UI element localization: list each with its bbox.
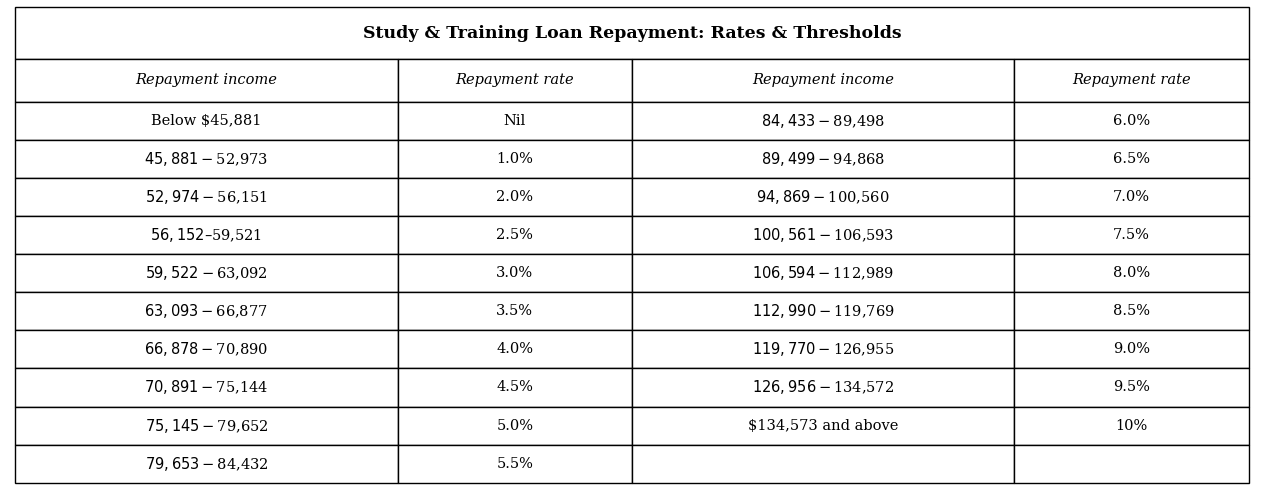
Text: $106,594 - $112,989: $106,594 - $112,989 xyxy=(752,264,894,282)
Bar xyxy=(1015,444,1249,483)
Text: $100,561 - $106,593: $100,561 - $106,593 xyxy=(752,226,895,244)
Text: $79,653 - $84,432: $79,653 - $84,432 xyxy=(144,455,268,473)
Bar xyxy=(1015,178,1249,216)
Text: Repayment income: Repayment income xyxy=(135,74,277,87)
Text: 8.0%: 8.0% xyxy=(1114,266,1150,280)
Bar xyxy=(398,216,632,254)
Text: 3.5%: 3.5% xyxy=(497,304,533,319)
Text: $84,433 - $89,498: $84,433 - $89,498 xyxy=(761,112,885,130)
Text: 7.5%: 7.5% xyxy=(1114,228,1150,242)
Text: 8.5%: 8.5% xyxy=(1114,304,1150,319)
Text: 9.5%: 9.5% xyxy=(1114,380,1150,394)
Text: 3.0%: 3.0% xyxy=(497,266,533,280)
Text: $70,891 - $75,144: $70,891 - $75,144 xyxy=(144,378,268,396)
Bar xyxy=(15,254,398,292)
Bar xyxy=(632,216,1015,254)
Text: $126,956 - $134,572: $126,956 - $134,572 xyxy=(752,378,894,396)
Bar xyxy=(632,178,1015,216)
Bar xyxy=(398,59,632,102)
Text: $56,152 – $59,521: $56,152 – $59,521 xyxy=(150,226,263,244)
Text: 2.0%: 2.0% xyxy=(497,190,533,204)
Text: $75,145 - $79,652: $75,145 - $79,652 xyxy=(144,416,268,435)
Bar xyxy=(632,407,1015,444)
Text: $52,974 - $56,151: $52,974 - $56,151 xyxy=(145,188,268,206)
Bar xyxy=(398,178,632,216)
Bar xyxy=(15,368,398,407)
Bar xyxy=(398,102,632,140)
Bar xyxy=(632,140,1015,178)
Bar xyxy=(15,330,398,368)
Text: $89,499 - $94,868: $89,499 - $94,868 xyxy=(761,150,885,168)
Bar xyxy=(632,254,1015,292)
Bar xyxy=(398,140,632,178)
Bar xyxy=(1015,330,1249,368)
Bar xyxy=(1015,254,1249,292)
Text: 6.5%: 6.5% xyxy=(1114,152,1150,166)
Bar xyxy=(632,292,1015,330)
Bar xyxy=(1015,140,1249,178)
Text: $63,093 - $66,877: $63,093 - $66,877 xyxy=(144,302,268,320)
Bar xyxy=(632,102,1015,140)
Text: 5.0%: 5.0% xyxy=(497,418,533,433)
Bar xyxy=(15,140,398,178)
Text: $66,878 - $70,890: $66,878 - $70,890 xyxy=(144,341,268,358)
Bar xyxy=(398,330,632,368)
Bar xyxy=(632,444,1015,483)
Bar xyxy=(15,292,398,330)
Text: $119,770 - $126,955: $119,770 - $126,955 xyxy=(752,341,895,358)
Text: $59,522 - $63,092: $59,522 - $63,092 xyxy=(145,264,268,282)
Bar xyxy=(15,178,398,216)
Text: 5.5%: 5.5% xyxy=(497,457,533,470)
Text: 7.0%: 7.0% xyxy=(1114,190,1150,204)
Text: 2.5%: 2.5% xyxy=(497,228,533,242)
Text: Nil: Nil xyxy=(503,114,526,128)
Text: Repayment rate: Repayment rate xyxy=(455,74,574,87)
Bar xyxy=(1015,407,1249,444)
Bar xyxy=(398,407,632,444)
Bar xyxy=(398,292,632,330)
Text: 10%: 10% xyxy=(1116,418,1148,433)
Text: $94,869 - $100,560: $94,869 - $100,560 xyxy=(756,188,890,206)
Bar xyxy=(1015,102,1249,140)
Text: $134,573 and above: $134,573 and above xyxy=(748,418,899,433)
Bar xyxy=(398,444,632,483)
Bar xyxy=(1015,59,1249,102)
Text: Below $45,881: Below $45,881 xyxy=(152,114,262,128)
Text: Repayment rate: Repayment rate xyxy=(1072,74,1191,87)
Text: $45,881 - $52,973: $45,881 - $52,973 xyxy=(144,150,268,168)
Bar xyxy=(15,59,398,102)
Text: 9.0%: 9.0% xyxy=(1114,343,1150,356)
Bar xyxy=(398,368,632,407)
Bar xyxy=(15,7,1249,59)
Text: 4.5%: 4.5% xyxy=(497,380,533,394)
Bar xyxy=(15,102,398,140)
Bar xyxy=(15,444,398,483)
Bar xyxy=(1015,216,1249,254)
Bar xyxy=(632,368,1015,407)
Text: $112,990 - $119,769: $112,990 - $119,769 xyxy=(752,302,895,320)
Text: 4.0%: 4.0% xyxy=(497,343,533,356)
Bar xyxy=(15,407,398,444)
Bar xyxy=(1015,368,1249,407)
Text: Repayment income: Repayment income xyxy=(752,74,894,87)
Bar xyxy=(1015,292,1249,330)
Text: Study & Training Loan Repayment: Rates & Thresholds: Study & Training Loan Repayment: Rates &… xyxy=(363,24,901,42)
Bar xyxy=(398,254,632,292)
Text: 1.0%: 1.0% xyxy=(497,152,533,166)
Bar xyxy=(632,59,1015,102)
Bar xyxy=(15,216,398,254)
Bar xyxy=(632,330,1015,368)
Text: 6.0%: 6.0% xyxy=(1114,114,1150,128)
